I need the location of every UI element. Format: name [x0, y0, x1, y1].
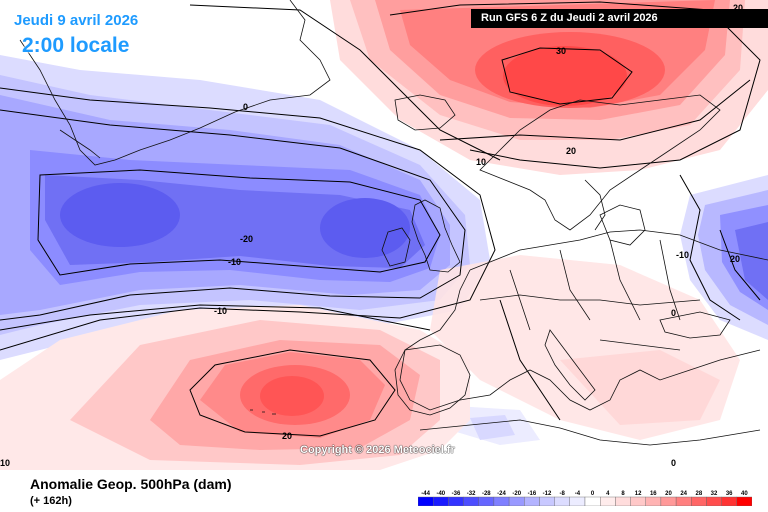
- legend-swatch: [554, 496, 571, 506]
- legend-swatch: [448, 496, 464, 506]
- legend-label: -40: [436, 491, 445, 497]
- anomaly-map: 20 0 30 10 20 -20 -10 -10 -10 20 0 20 0 …: [0, 0, 768, 470]
- legend-label: 36: [726, 491, 733, 497]
- forecast-time: 2:00 locale: [22, 34, 130, 57]
- legend-swatch: [706, 496, 722, 506]
- coastlines: [19, 0, 768, 446]
- legend-label: 0: [591, 491, 595, 497]
- color-legend: -44 -40 -36 -32 -28 -24 -20 -16 -12 -8 -4 0 4 8 12 16 20…: [418, 491, 752, 506]
- legend-swatch: [539, 496, 555, 506]
- legend-label: -12: [543, 491, 552, 497]
- legend-swatch: [645, 496, 662, 506]
- legend-label: 8: [621, 491, 625, 497]
- legend-label: 24: [680, 491, 687, 497]
- forecast-date: Jeudi 9 avril 2026: [14, 12, 139, 29]
- legend-label: 4: [606, 491, 610, 497]
- legend-label: -24: [497, 491, 506, 497]
- legend-swatch: [584, 496, 601, 506]
- legend-label: 20: [665, 491, 672, 497]
- contour-label: -10: [228, 257, 241, 267]
- legend-label: 12: [635, 491, 642, 497]
- isolines: [0, 1, 761, 437]
- legend-label: 40: [741, 491, 748, 497]
- legend-swatch: [660, 496, 677, 506]
- contour-label: -10: [214, 306, 227, 316]
- scandinavia-high: [330, 0, 768, 175]
- legend-swatch: [478, 496, 495, 506]
- legend-swatch: [599, 496, 616, 506]
- legend-swatch: [675, 496, 692, 506]
- contour-labels: 20 0 30 10 20 -20 -10 -10 -10 20 0 20 0 …: [0, 3, 743, 468]
- contour-label: 20: [733, 3, 743, 13]
- legend-swatch: [508, 496, 525, 506]
- legend-swatch: [524, 496, 540, 506]
- contour-label: 20: [282, 431, 292, 441]
- legend-label: -36: [452, 491, 461, 497]
- run-label: Run GFS 6 Z du Jeudi 2 avril 2026: [471, 9, 768, 28]
- legend-swatch: [432, 496, 449, 506]
- contour-label: 30: [556, 46, 566, 56]
- field-title: Anomalie Geop. 500hPa (dam): [30, 476, 232, 492]
- contour-label: 10: [476, 157, 486, 167]
- legend-label: -16: [528, 491, 537, 497]
- contour-label: 20: [566, 146, 576, 156]
- legend-swatch: [463, 496, 479, 506]
- legend-label: 16: [650, 491, 657, 497]
- legend-label: 32: [711, 491, 718, 497]
- legend-swatch: [493, 496, 510, 506]
- forecast-offset: (+ 162h): [30, 495, 72, 507]
- contour-label: 20: [730, 254, 740, 264]
- contour-label: 0: [243, 102, 248, 112]
- contour-label: 0: [671, 308, 676, 318]
- legend-swatch: [569, 496, 586, 506]
- azores-high: [0, 305, 470, 470]
- legend-swatch: [630, 496, 646, 506]
- legend-swatch: [691, 496, 707, 506]
- copyright-text: Copyright © 2026 Meteociel.fr: [300, 444, 455, 456]
- legend-label: -28: [482, 491, 491, 497]
- legend-swatch: [418, 496, 434, 506]
- legend-swatch: [721, 496, 738, 506]
- legend-label: -32: [467, 491, 476, 497]
- contour-label: -10: [676, 250, 689, 260]
- legend-label: 28: [696, 491, 703, 497]
- legend-swatch: [736, 496, 752, 506]
- legend-label: -44: [421, 491, 430, 497]
- legend-label: -8: [560, 491, 566, 497]
- legend-label: -4: [575, 491, 581, 497]
- legend-swatch: [615, 496, 631, 506]
- contour-label: -20: [240, 234, 253, 244]
- contour-label: 10: [0, 458, 10, 468]
- legend-label: -20: [512, 491, 521, 497]
- contour-label: 0: [671, 458, 676, 468]
